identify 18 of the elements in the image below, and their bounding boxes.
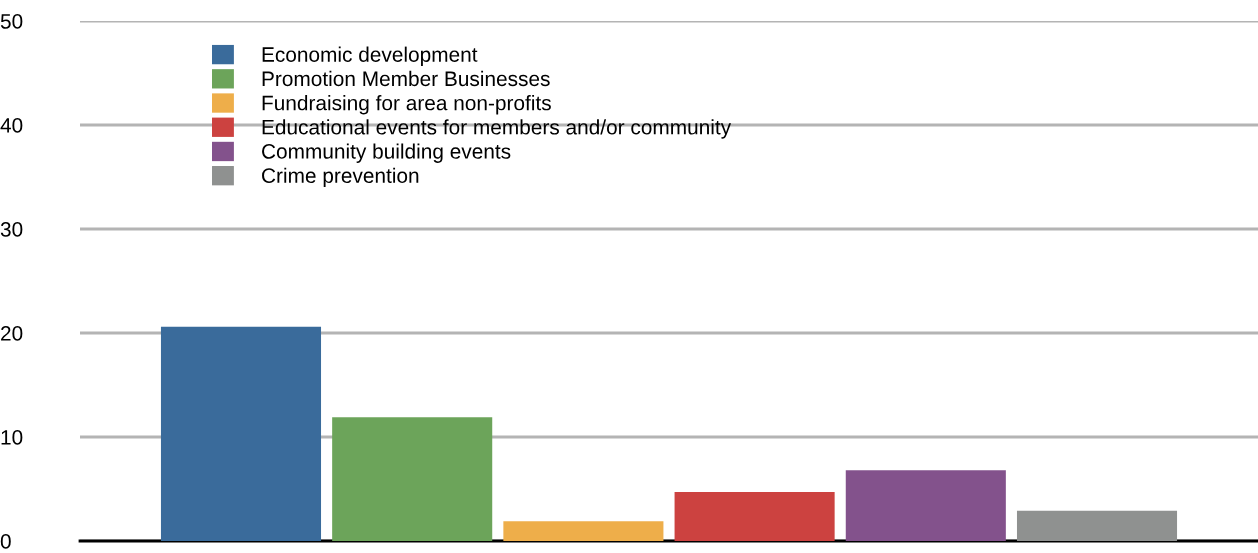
bar [332, 417, 493, 541]
bar [1016, 510, 1178, 541]
y-tick-label: 40 [0, 118, 23, 133]
y-tick-label: 50 [0, 14, 23, 29]
y-tick-label: 10 [1, 430, 23, 445]
legend-label: Educational events for members and/or community [262, 119, 732, 139]
bar [674, 492, 835, 541]
bar [503, 521, 664, 541]
bar [845, 470, 1006, 541]
y-tick-label: 30 [0, 222, 23, 237]
bar [160, 326, 322, 541]
legend-label: Promotion Member Businesses [262, 70, 550, 87]
legend-label: Community building events [262, 143, 511, 163]
legend-label: Fundraising for area non-profits [262, 95, 551, 115]
y-tick-label: 20 [1, 326, 23, 341]
legend-label: Crime prevention [262, 167, 419, 188]
y-tick-label: 0 [0, 534, 11, 549]
legend-label: Economic development [262, 46, 478, 67]
